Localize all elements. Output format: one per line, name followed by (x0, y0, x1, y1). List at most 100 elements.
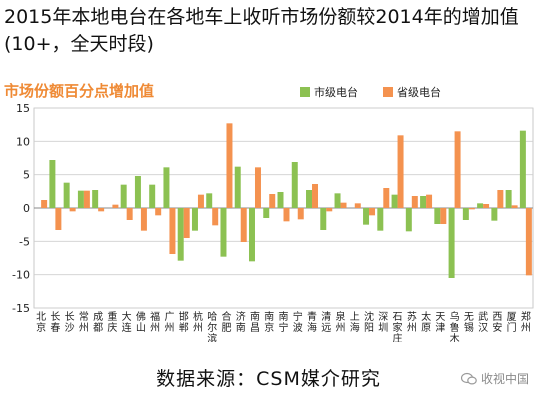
data-source: 数据来源：CSM媒介研究 (156, 368, 381, 390)
bar-provincial (468, 208, 475, 210)
x-tick-label: 青海 (307, 310, 317, 334)
x-tick-label: 广州 (164, 311, 174, 334)
bar-provincial (112, 204, 119, 208)
bar-provincial (383, 188, 390, 208)
bar-provincial (283, 208, 290, 222)
x-tick-label: 长沙 (65, 311, 75, 334)
legend-swatch (300, 87, 310, 97)
chart-svg: 市场份额百分点增加值 市级电台 省级电台 -15 -10 -5 0 5 10 15 北京长春长… (4, 82, 534, 342)
bar-municipal (191, 208, 198, 231)
x-tick-label: 西安 (492, 312, 502, 334)
wechat-icon (460, 372, 477, 385)
x-tick-label: 泉州 (336, 310, 346, 334)
x-tick-label: 南宁 (279, 310, 289, 334)
x-tick-label: 南昌 (250, 310, 260, 334)
y-tick-label: 15 (16, 102, 30, 115)
bar-provincial (269, 194, 276, 208)
bar-provincial (98, 208, 105, 212)
x-tick-label: 济南 (236, 310, 246, 334)
y-axis: -15 -10 -5 0 5 10 15 (12, 102, 30, 315)
bar-municipal (134, 176, 141, 208)
bar-municipal (177, 208, 184, 261)
bar-provincial (525, 208, 532, 276)
bar-provincial (454, 131, 461, 208)
x-tick-label: 清远 (321, 310, 331, 334)
y-tick-label: -10 (12, 269, 30, 282)
bar-municipal (291, 162, 298, 208)
bar-municipal (120, 184, 127, 208)
x-tick-label: 太原 (421, 310, 431, 334)
bar-provincial (326, 208, 333, 212)
bar-provincial (183, 208, 190, 238)
x-tick-label: 常州 (79, 310, 89, 334)
bar-provincial (297, 208, 304, 220)
chart-title: 市场份额百分点增加值 (4, 82, 154, 100)
x-tick-label: 石家庄 (393, 312, 403, 342)
x-tick-label: 天津 (435, 312, 445, 334)
bar-provincial (426, 194, 433, 208)
legend-label: 省级电台 (397, 85, 441, 99)
x-tick-label: 杭州 (193, 310, 203, 334)
x-tick-label: 成都 (93, 311, 103, 334)
x-tick-label: 长春 (50, 311, 60, 334)
bar-municipal (306, 190, 313, 208)
bar-municipal (92, 190, 99, 208)
bar-provincial (369, 208, 376, 216)
bar-municipal (363, 208, 370, 225)
bar-municipal (477, 203, 484, 208)
x-tick-label: 上海 (350, 311, 360, 334)
bars (41, 123, 532, 278)
x-axis: 北京长春长沙常州成都重庆大连佛山福州广州邯郸杭州哈尔滨合肥济南南昌南京南宁宁波青… (36, 310, 531, 342)
bar-provincial (354, 203, 361, 208)
bar-provincial (41, 200, 48, 208)
bar-provincial (140, 208, 147, 231)
bar-municipal (420, 196, 427, 208)
bar-municipal (448, 208, 455, 278)
bar-municipal (234, 166, 241, 208)
bar-municipal (206, 193, 213, 208)
headline: 2015年本地电台在各地车上收听市场份额较2014年的增加值(10+，全天时段) (4, 6, 519, 55)
y-tick-label: 10 (16, 135, 30, 148)
x-tick-label: 合肥 (221, 310, 231, 334)
bar-municipal (248, 208, 255, 262)
x-tick-label: 武汉 (478, 310, 488, 334)
x-tick-label: 郑州 (521, 310, 531, 334)
bar-provincial (397, 135, 404, 208)
y-tick-label: -15 (12, 302, 30, 315)
x-tick-label: 北京 (36, 311, 46, 334)
bar-municipal (519, 130, 526, 208)
legend-label: 市级电台 (314, 85, 358, 99)
bar-provincial (254, 167, 261, 208)
bar-municipal (462, 208, 469, 220)
bar-provincial (511, 205, 518, 208)
bar-provincial (497, 190, 504, 208)
y-tick-label: -5 (19, 235, 30, 248)
bar-provincial (483, 204, 490, 208)
bar-provincial (411, 196, 418, 208)
bar-provincial (126, 208, 133, 220)
bar-provincial (83, 190, 90, 208)
bar-municipal (220, 208, 227, 257)
bar-municipal (505, 190, 512, 208)
bar-municipal (334, 193, 341, 208)
x-tick-label: 沈阳 (364, 310, 374, 334)
x-tick-label: 邯郸 (179, 310, 189, 334)
bar-municipal (49, 160, 56, 208)
bar-provincial (155, 208, 162, 216)
watermark-text: 收视中国 (480, 372, 529, 386)
bar-municipal (320, 208, 327, 230)
bar-provincial (169, 208, 176, 254)
bar-provincial (55, 208, 62, 230)
bar-provincial (340, 202, 347, 208)
bar-municipal (263, 208, 270, 218)
bar-municipal (377, 208, 384, 231)
x-tick-label: 南京 (264, 310, 274, 334)
bar-municipal (405, 208, 412, 232)
x-tick-label: 哈尔滨 (207, 310, 217, 342)
x-tick-label: 佛山 (136, 310, 146, 334)
legend: 市级电台 省级电台 (300, 85, 441, 99)
x-tick-label: 无锡 (464, 312, 474, 334)
bar-provincial (197, 194, 204, 208)
x-tick-label: 深圳 (378, 311, 388, 334)
x-tick-label: 福州 (150, 310, 160, 334)
